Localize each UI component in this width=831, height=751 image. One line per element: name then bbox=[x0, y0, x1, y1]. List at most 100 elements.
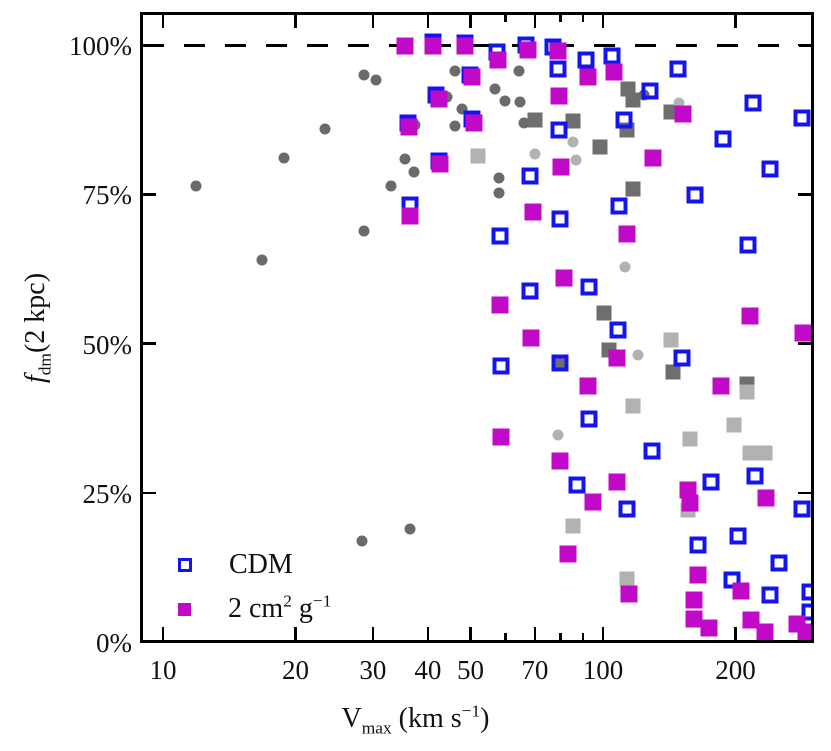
data-point-cdm bbox=[770, 554, 788, 572]
data-point-cdm bbox=[641, 82, 659, 100]
x-tick-label: 40 bbox=[414, 655, 442, 685]
y-axis-label-part-0: f bbox=[20, 375, 51, 384]
data-point-cdm bbox=[761, 160, 779, 178]
data-point-gray-squares-dark bbox=[527, 112, 543, 128]
data-point-cdm bbox=[739, 236, 757, 254]
data-point-gray-circles-dark bbox=[408, 166, 420, 178]
data-point-gray-circles-dark bbox=[399, 153, 411, 165]
data-point-cdm bbox=[723, 571, 741, 589]
data-point-gray-circles-dark bbox=[514, 96, 526, 108]
data-point-cdm bbox=[702, 473, 720, 491]
y-tick-label: 100% bbox=[69, 31, 132, 61]
legend-label-cdm: CDM bbox=[229, 551, 293, 579]
data-point-cdm bbox=[521, 167, 539, 185]
x-tick-label: 20 bbox=[281, 655, 309, 685]
data-point-cdm bbox=[793, 500, 811, 518]
x-axis-tick-bottom bbox=[581, 633, 585, 640]
y-tick-label: 0% bbox=[96, 628, 132, 658]
data-point-cdm bbox=[744, 94, 762, 112]
x-axis-tick-top bbox=[581, 15, 585, 22]
data-point-sidm bbox=[489, 51, 507, 69]
y-axis-label-part-2: (2 kpc) bbox=[20, 272, 51, 354]
data-point-gray-circles-light bbox=[570, 154, 582, 166]
data-point-sidm bbox=[584, 493, 602, 511]
data-point-sidm bbox=[685, 591, 703, 609]
data-point-gray-circles-dark bbox=[358, 69, 370, 81]
data-point-sidm bbox=[465, 114, 483, 132]
legend-marker-sidm bbox=[178, 602, 191, 616]
x-axis-tick-top bbox=[559, 15, 562, 22]
data-point-cdm bbox=[746, 467, 764, 485]
data-point-cdm bbox=[801, 603, 811, 621]
data-point-sidm bbox=[732, 582, 750, 600]
data-point-gray-circles-dark bbox=[404, 523, 416, 535]
data-point-sidm bbox=[549, 42, 567, 60]
data-point-sidm bbox=[424, 37, 442, 55]
data-point-gray-squares-light bbox=[682, 431, 698, 447]
y-axis-label: fdm(2 kpc) bbox=[20, 272, 55, 384]
x-axis-tick-top bbox=[504, 15, 507, 22]
data-point-gray-circles-light bbox=[567, 136, 579, 148]
legend-item-sidm: 2 cm2 g−1 bbox=[178, 587, 331, 631]
legend: CDM 2 cm2 g−1 bbox=[178, 543, 331, 631]
plot-area bbox=[143, 15, 811, 640]
data-point-cdm bbox=[551, 210, 569, 228]
x-axis-tick-top bbox=[371, 15, 375, 28]
data-point-cdm bbox=[492, 357, 510, 375]
data-point-gray-squares-light bbox=[619, 571, 635, 587]
data-point-gray-circles-dark bbox=[256, 254, 268, 266]
data-point-gray-circles-light bbox=[552, 429, 564, 441]
data-point-cdm bbox=[568, 476, 586, 494]
data-point-cdm bbox=[669, 60, 687, 78]
data-point-gray-circles-dark bbox=[278, 152, 290, 164]
legend-label-sidm-part-0: 2 cm bbox=[228, 593, 284, 624]
data-point-gray-circles-dark bbox=[513, 65, 525, 77]
x-tick-label: 70 bbox=[521, 655, 549, 685]
data-point-cdm bbox=[603, 47, 621, 65]
data-point-sidm bbox=[491, 296, 509, 314]
x-axis-tick-bottom bbox=[426, 627, 430, 640]
data-point-sidm bbox=[579, 68, 597, 86]
x-axis-tick-top bbox=[734, 15, 737, 28]
data-point-sidm bbox=[742, 611, 760, 629]
data-point-sidm bbox=[618, 225, 636, 243]
data-point-cdm bbox=[793, 109, 811, 127]
x-axis-tick-top bbox=[601, 15, 605, 28]
data-point-sidm bbox=[400, 118, 418, 136]
x-axis-tick-bottom bbox=[161, 627, 165, 640]
data-point-cdm bbox=[580, 410, 597, 428]
data-point-cdm bbox=[618, 500, 636, 518]
data-point-cdm bbox=[551, 354, 569, 372]
data-point-sidm bbox=[524, 203, 542, 221]
data-point-gray-squares-dark bbox=[665, 364, 681, 380]
data-point-gray-circles-dark bbox=[499, 95, 511, 107]
legend-marker-cdm bbox=[178, 558, 192, 572]
data-point-gray-circles-dark bbox=[493, 187, 505, 199]
y-axis-tick-right bbox=[798, 491, 811, 494]
data-point-cdm bbox=[729, 527, 747, 545]
data-point-cdm bbox=[714, 130, 732, 148]
x-axis-tick-top bbox=[533, 15, 537, 28]
data-point-sidm bbox=[522, 329, 540, 347]
y-tick-label: 25% bbox=[82, 478, 133, 509]
data-point-sidm bbox=[608, 349, 626, 367]
legend-label-sidm-part-2: g bbox=[291, 593, 313, 624]
y-tick-label: 75% bbox=[82, 180, 133, 211]
x-axis-tick-bottom bbox=[371, 627, 375, 640]
data-point-gray-circles-dark bbox=[489, 83, 501, 95]
data-point-gray-circles-dark bbox=[493, 172, 505, 184]
data-point-sidm bbox=[797, 623, 811, 640]
data-point-sidm bbox=[430, 90, 448, 108]
x-tick-label: 100 bbox=[582, 655, 624, 685]
data-point-gray-squares-light bbox=[726, 417, 742, 433]
y-axis-tick-right bbox=[798, 43, 811, 47]
data-point-sidm bbox=[551, 452, 569, 470]
x-axis-label-part-1: max bbox=[361, 718, 392, 738]
data-point-gray-circles-light bbox=[619, 261, 631, 273]
data-point-gray-circles-light bbox=[673, 97, 685, 109]
data-point-gray-circles-dark bbox=[356, 535, 368, 546]
data-point-gray-squares-light bbox=[663, 332, 679, 348]
data-point-sidm bbox=[620, 585, 638, 603]
data-point-sidm bbox=[679, 481, 697, 499]
